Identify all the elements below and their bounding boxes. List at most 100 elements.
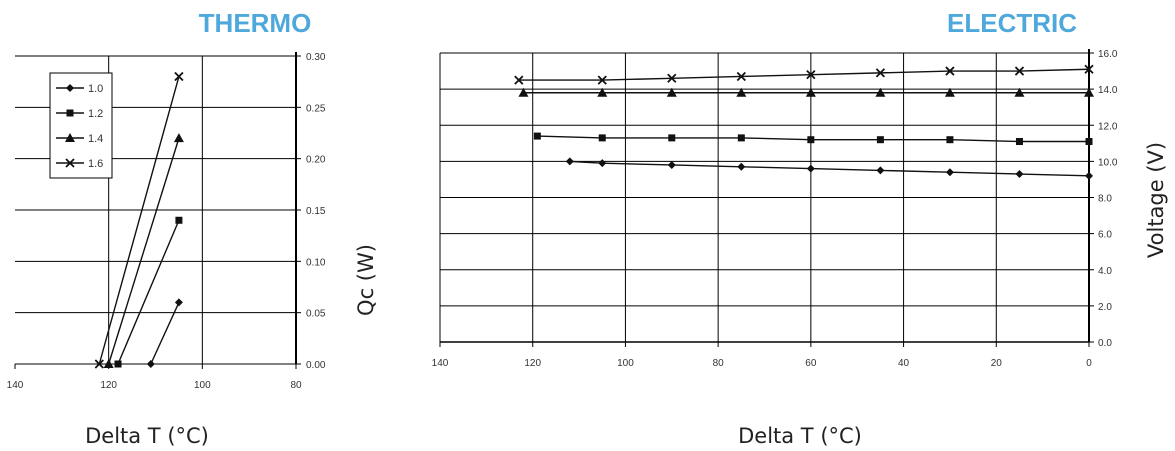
electric-ytick-label: 2.0 (1098, 302, 1112, 313)
legend-label-1.0: 1.0 (88, 83, 103, 95)
thermo-point-1.6 (174, 71, 184, 82)
thermo-xtick-label: 100 (194, 380, 211, 391)
thermo-point-1.4 (173, 133, 184, 143)
electric-xtick-label: 0 (1086, 358, 1092, 369)
electric-point-1.0 (667, 160, 676, 169)
electric-point-1.6 (514, 75, 524, 85)
electric-xtick-label: 100 (617, 358, 634, 369)
electric-point-1.6 (1014, 66, 1025, 76)
thermo-point-1.4 (103, 359, 114, 368)
electric-point-1.0 (1085, 171, 1093, 180)
thermo-ytick-label: 0.25 (306, 103, 326, 114)
electric-point-1.0 (737, 162, 746, 171)
thermo-ytick-label: 0.15 (306, 206, 326, 217)
electric-ylabel: Voltage (V) (1144, 142, 1168, 258)
thermo-series-line-1.0 (150, 302, 180, 365)
electric-point-1.0 (806, 164, 815, 173)
electric-point-1.6 (736, 71, 746, 82)
electric-xlabel: Delta T (°C) (738, 424, 862, 448)
thermo-xlabel: Delta T (°C) (85, 424, 209, 448)
electric-xtick-label: 40 (898, 358, 910, 369)
electric-grid (439, 49, 1094, 347)
electric-point-1.6 (597, 75, 607, 85)
electric-point-1.6 (875, 68, 886, 78)
electric-ytick-label: 8.0 (1098, 194, 1112, 205)
thermo-xtick-label: 120 (100, 380, 117, 391)
thermo-xtick-label: 80 (290, 380, 302, 391)
electric-point-1.2 (598, 134, 606, 142)
electric-chart: ELECTRIC 0.0 2.0 4.0 6.0 8.0 10.0 12.0 14.0 16.0… (432, 8, 1168, 448)
electric-point-1.6 (667, 73, 677, 83)
electric-point-1.2 (1085, 138, 1093, 146)
electric-point-1.2 (737, 134, 745, 142)
electric-point-1.4 (875, 87, 886, 97)
thermo-point-1.0 (174, 298, 183, 307)
electric-point-1.6 (945, 66, 955, 76)
thermo-ticks: 0.00 0.05 0.10 0.15 0.20 0.25 0.30 140 120 100 80 (7, 52, 326, 391)
electric-ytick-label: 16.0 (1098, 49, 1118, 60)
thermo-point-1.2 (175, 216, 183, 224)
thermo-title: THERMO (199, 8, 312, 38)
electric-point-1.4 (1084, 87, 1094, 97)
legend-label-1.2: 1.2 (88, 108, 103, 120)
electric-series (514, 64, 1094, 180)
electric-point-1.6 (1084, 64, 1094, 74)
electric-point-1.4 (736, 87, 747, 97)
legend-label-1.6: 1.6 (88, 158, 103, 170)
electric-xtick-label: 120 (524, 358, 541, 369)
electric-point-1.6 (806, 70, 816, 80)
electric-point-1.2 (1015, 138, 1023, 146)
electric-point-1.2 (668, 134, 676, 142)
electric-point-1.4 (666, 87, 677, 97)
thermo-ytick-label: 0.10 (306, 257, 326, 268)
electric-ytick-label: 14.0 (1098, 85, 1118, 96)
electric-ytick-label: 12.0 (1098, 121, 1118, 132)
electric-title: ELECTRIC (947, 8, 1077, 38)
thermo-series-line-1.2 (117, 219, 180, 365)
thermo-ylabel: Qc (W) (354, 244, 378, 316)
electric-xtick-label: 80 (713, 358, 725, 369)
thermo-legend: 1.0 1.2 1.4 1.6 (49, 72, 113, 179)
electric-xtick-label: 20 (991, 358, 1003, 369)
electric-series-line-1.0 (569, 160, 1090, 177)
electric-point-1.0 (1015, 170, 1024, 179)
thermo-point-1.0 (146, 360, 155, 368)
thermo-ytick-label: 0.00 (306, 360, 326, 371)
electric-ticks: 0.0 2.0 4.0 6.0 8.0 10.0 12.0 14.0 16.0 140 120 100… (432, 49, 1118, 369)
legend-label-1.4: 1.4 (88, 133, 103, 145)
electric-point-1.2 (946, 136, 954, 144)
thermo-ytick-label: 0.20 (306, 155, 326, 166)
thermo-series-line-1.6 (98, 76, 180, 365)
thermo-ytick-label: 0.05 (306, 309, 326, 320)
electric-ytick-label: 0.0 (1098, 338, 1112, 349)
electric-point-1.4 (805, 87, 816, 97)
electric-point-1.2 (876, 136, 884, 144)
thermo-point-1.2 (114, 360, 122, 368)
legend-marker-1.2 (66, 109, 74, 117)
electric-point-1.0 (565, 157, 574, 166)
electric-point-1.2 (533, 132, 541, 140)
thermo-chart: THERMO 0.00 0.05 0.10 0.15 0.20 0.25 0.30 140 12… (7, 8, 378, 448)
electric-point-1.4 (1014, 87, 1025, 97)
electric-point-1.0 (945, 168, 954, 177)
legend-marker-1.6 (65, 158, 75, 168)
electric-point-1.4 (518, 87, 529, 97)
electric-xtick-label: 60 (805, 358, 817, 369)
electric-point-1.0 (876, 166, 885, 175)
thermo-series-line-1.4 (107, 137, 180, 365)
electric-xtick-label: 140 (432, 358, 449, 369)
legend-marker-1.4 (65, 133, 75, 142)
thermo-xtick-label: 140 (7, 380, 24, 391)
electric-ytick-label: 6.0 (1098, 230, 1112, 241)
electric-ytick-label: 4.0 (1098, 266, 1112, 277)
thermo-ytick-label: 0.30 (306, 52, 326, 63)
legend-marker-1.0 (66, 84, 74, 92)
electric-point-1.2 (807, 136, 815, 144)
thermo-point-1.6 (94, 359, 104, 369)
thermo-legend-box (49, 72, 113, 179)
electric-point-1.4 (944, 87, 955, 97)
electric-point-1.0 (598, 159, 607, 168)
thermo-series (94, 71, 184, 369)
electric-ytick-label: 10.0 (1098, 157, 1118, 168)
